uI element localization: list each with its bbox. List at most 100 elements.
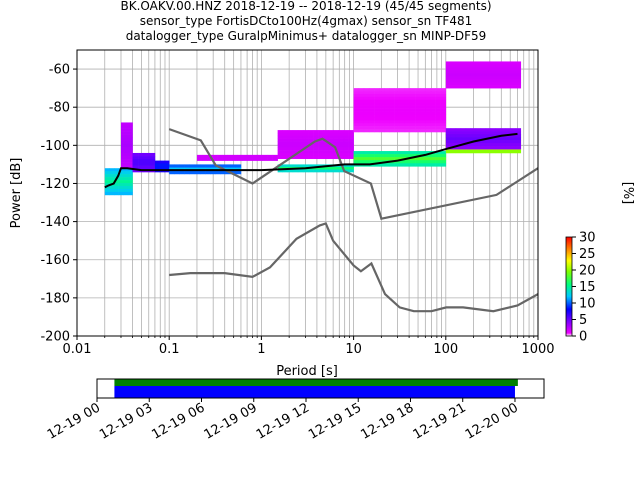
density-cell <box>277 135 283 139</box>
density-cell <box>404 123 411 127</box>
density-cell <box>374 111 380 115</box>
density-cell <box>465 128 472 132</box>
density-cell <box>450 128 457 132</box>
density-cell <box>399 123 406 127</box>
density-cell <box>277 150 283 154</box>
density-cell <box>450 67 457 71</box>
density-cell <box>510 82 517 86</box>
density-cell <box>363 93 370 98</box>
density-cell <box>505 61 512 65</box>
density-cell <box>127 174 133 178</box>
density-cell <box>109 174 115 178</box>
density-cell <box>490 143 497 147</box>
density-cell <box>379 93 385 98</box>
density-cell <box>399 108 406 112</box>
title-line-3: datalogger_type GuralpMinimus+ datalogge… <box>126 29 487 43</box>
density-cell <box>445 61 452 65</box>
density-cell <box>455 61 462 65</box>
density-cell <box>435 163 441 167</box>
density-cell <box>313 152 319 157</box>
density-cell <box>404 99 411 104</box>
density-cell <box>435 96 441 101</box>
density-cell <box>232 157 238 161</box>
density-cell <box>109 171 115 175</box>
density-cell <box>425 99 431 104</box>
density-cell <box>510 67 517 71</box>
density-cell <box>399 102 406 106</box>
density-cell <box>399 120 406 124</box>
density-cell <box>440 129 447 133</box>
density-cell <box>338 169 344 173</box>
y-tick-label: -120 <box>40 177 70 192</box>
density-cell <box>235 170 242 175</box>
density-cell <box>348 150 354 154</box>
x-tick-label: 10 <box>345 342 362 357</box>
density-cell <box>470 128 477 132</box>
density-cell <box>490 140 497 144</box>
density-cell <box>495 137 502 141</box>
density-cell <box>210 170 216 175</box>
density-cell <box>120 143 128 148</box>
density-cell <box>485 64 492 68</box>
density-cell <box>470 149 477 154</box>
density-cell <box>318 144 324 148</box>
density-cell <box>475 140 482 144</box>
density-cell <box>374 114 380 118</box>
density-cell <box>277 147 283 151</box>
density-cell <box>328 152 334 157</box>
density-cell <box>460 64 467 68</box>
density-cell <box>465 85 472 89</box>
density-cell <box>404 108 411 112</box>
density-cell <box>399 163 406 167</box>
density-cell <box>328 155 334 159</box>
density-cell <box>318 135 324 139</box>
density-cell <box>404 96 411 101</box>
density-cell <box>425 93 431 98</box>
density-cell <box>374 91 380 95</box>
density-cell <box>109 188 115 193</box>
density-cell <box>465 131 472 135</box>
density-cell <box>292 155 299 159</box>
density-cell <box>297 130 304 134</box>
density-cell <box>174 170 180 175</box>
density-cell <box>169 170 175 175</box>
density-cell <box>338 166 344 170</box>
density-cell <box>384 99 390 104</box>
y-tick-label: -60 <box>49 63 70 78</box>
density-cell <box>404 120 411 124</box>
density-cell <box>415 93 421 98</box>
density-cell <box>282 141 289 145</box>
density-cell <box>323 155 329 159</box>
density-cell <box>460 76 467 80</box>
density-cell <box>480 70 487 74</box>
density-cell <box>389 102 395 106</box>
density-cell <box>409 117 416 121</box>
density-cell <box>353 99 360 104</box>
density-cell <box>343 164 349 168</box>
density-cell <box>127 183 133 187</box>
density-cell <box>318 169 324 173</box>
density-cell <box>399 111 406 115</box>
density-cell <box>430 108 436 112</box>
density-cell <box>363 160 370 164</box>
density-cell <box>500 140 507 144</box>
density-cell <box>302 144 309 148</box>
density-cell <box>217 157 223 161</box>
density-cell <box>132 156 139 160</box>
density-cell <box>308 152 314 157</box>
density-cell <box>409 114 416 118</box>
density-cell <box>348 147 354 151</box>
density-cell <box>505 137 512 141</box>
density-cell <box>127 191 133 196</box>
density-cell <box>430 96 436 101</box>
density-cell <box>358 105 365 109</box>
density-cell <box>409 163 416 167</box>
density-cell <box>184 164 190 168</box>
density-cell <box>302 155 309 159</box>
density-cell <box>450 82 457 86</box>
density-cell <box>425 88 431 92</box>
density-cell <box>409 96 416 101</box>
density-cell <box>510 137 517 141</box>
density-cell <box>277 169 283 173</box>
